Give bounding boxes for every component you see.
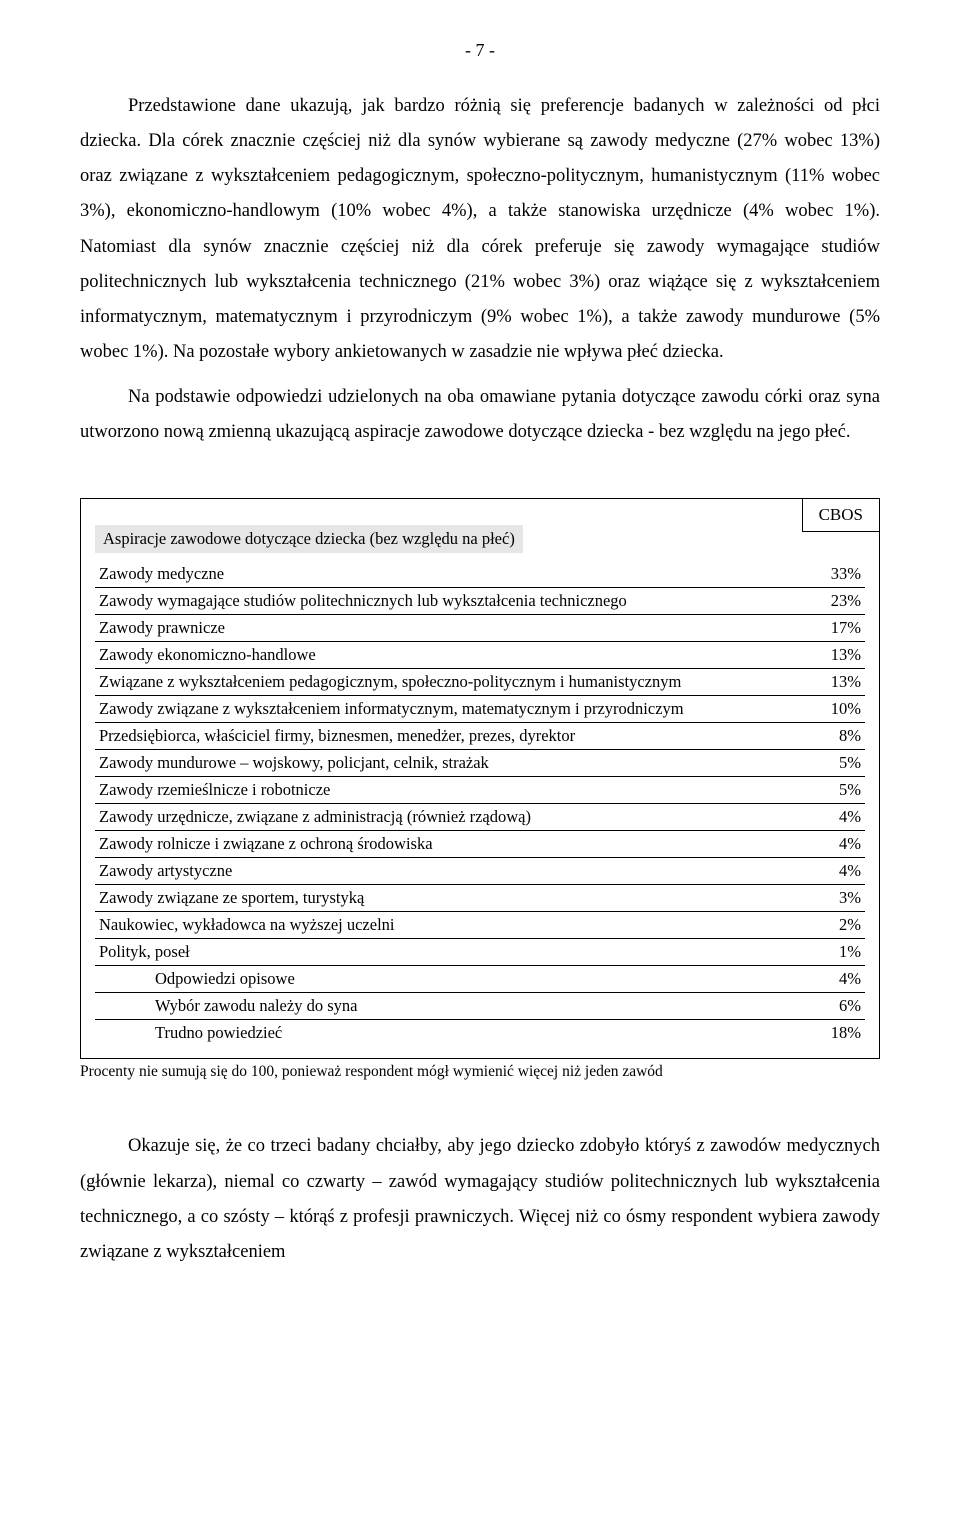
row-label: Odpowiedzi opisowe [95,966,797,993]
paragraph-3: Okazuje się, że co trzeci badany chciałb… [80,1129,880,1270]
table-row: Zawody urzędnicze, związane z administra… [95,804,865,831]
table-row: Zawody medyczne33% [95,561,865,588]
row-label: Zawody ekonomiczno-handlowe [95,642,797,669]
row-label: Naukowiec, wykładowca na wyższej uczelni [95,912,797,939]
row-value: 10% [797,696,865,723]
table-row: Zawody mundurowe – wojskowy, policjant, … [95,750,865,777]
table-row: Zawody związane ze sportem, turystyką3% [95,885,865,912]
paragraph-2: Na podstawie odpowiedzi udzielonych na o… [80,380,880,450]
row-label: Zawody prawnicze [95,615,797,642]
row-value: 18% [797,1020,865,1047]
cbos-label: CBOS [802,498,880,532]
document-page: - 7 - Przedstawione dane ukazują, jak ba… [0,0,960,1320]
row-value: 33% [797,561,865,588]
row-value: 1% [797,939,865,966]
table-row: Zawody rolnicze i związane z ochroną śro… [95,831,865,858]
row-value: 4% [797,858,865,885]
table-row: Zawody artystyczne4% [95,858,865,885]
page-number: - 7 - [80,40,880,61]
row-label: Zawody urzędnicze, związane z administra… [95,804,797,831]
row-value: 13% [797,669,865,696]
row-label: Zawody związane z wykształceniem informa… [95,696,797,723]
row-label: Zawody związane ze sportem, turystyką [95,885,797,912]
paragraph-1: Przedstawione dane ukazują, jak bardzo r… [80,89,880,370]
row-label: Zawody artystyczne [95,858,797,885]
table-row: Naukowiec, wykładowca na wyższej uczelni… [95,912,865,939]
table-row: Zawody prawnicze17% [95,615,865,642]
row-value: 4% [797,966,865,993]
table-footnote: Procenty nie sumują się do 100, ponieważ… [80,1063,880,1081]
table-row: Zawody rzemieślnicze i robotnicze5% [95,777,865,804]
row-value: 23% [797,588,865,615]
table-row: Wybór zawodu należy do syna6% [95,993,865,1020]
row-value: 13% [797,642,865,669]
table-row: Związane z wykształceniem pedagogicznym,… [95,669,865,696]
row-value: 5% [797,777,865,804]
row-label: Zawody mundurowe – wojskowy, policjant, … [95,750,797,777]
row-value: 5% [797,750,865,777]
row-value: 8% [797,723,865,750]
row-label: Wybór zawodu należy do syna [95,993,797,1020]
table-row: Trudno powiedzieć18% [95,1020,865,1047]
row-value: 3% [797,885,865,912]
row-value: 2% [797,912,865,939]
table-row: Zawody wymagające studiów politechniczny… [95,588,865,615]
row-label: Związane z wykształceniem pedagogicznym,… [95,669,797,696]
row-label: Zawody rolnicze i związane z ochroną śro… [95,831,797,858]
row-label: Polityk, poseł [95,939,797,966]
row-label: Zawody wymagające studiów politechniczny… [95,588,797,615]
row-label: Zawody rzemieślnicze i robotnicze [95,777,797,804]
table-container: CBOS Aspiracje zawodowe dotyczące dzieck… [80,498,880,1059]
row-label: Przedsiębiorca, właściciel firmy, biznes… [95,723,797,750]
table-title: Aspiracje zawodowe dotyczące dziecka (be… [95,525,523,553]
table-row: Przedsiębiorca, właściciel firmy, biznes… [95,723,865,750]
row-value: 6% [797,993,865,1020]
row-value: 4% [797,804,865,831]
row-label: Zawody medyczne [95,561,797,588]
row-value: 4% [797,831,865,858]
row-value: 17% [797,615,865,642]
table-row: Zawody ekonomiczno-handlowe13% [95,642,865,669]
table-row: Zawody związane z wykształceniem informa… [95,696,865,723]
row-label: Trudno powiedzieć [95,1020,797,1047]
aspirations-table: Zawody medyczne33%Zawody wymagające stud… [95,561,865,1046]
table-row: Polityk, poseł1% [95,939,865,966]
table-row: Odpowiedzi opisowe4% [95,966,865,993]
